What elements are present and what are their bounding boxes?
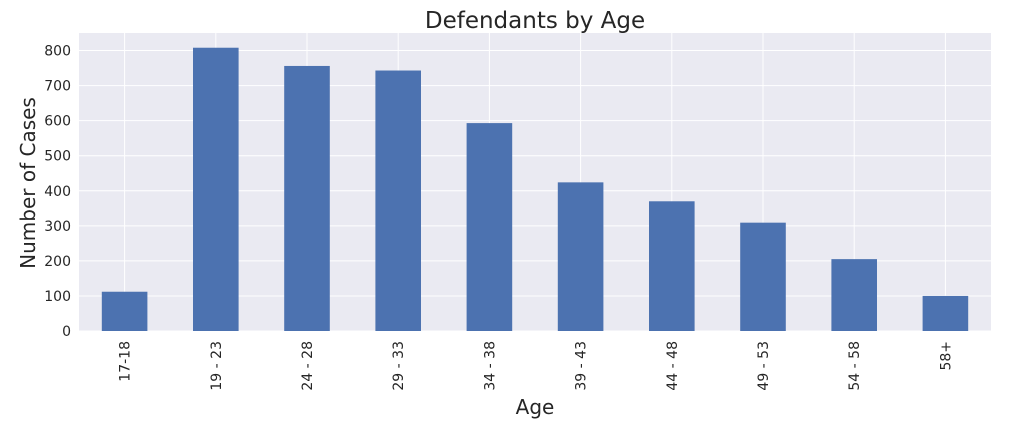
- y-tick-label: 400: [44, 184, 71, 200]
- y-tick-label: 800: [44, 44, 71, 60]
- y-axis-title: Number of Cases: [16, 97, 40, 269]
- bar: [466, 123, 513, 332]
- x-tick-label: 19 - 23: [209, 341, 225, 391]
- chart-title: Defendants by Age: [425, 8, 645, 34]
- y-tick-label: 300: [44, 219, 71, 235]
- bars: [101, 47, 969, 332]
- x-tick-label: 29 - 33: [391, 341, 407, 391]
- x-tick-label: 54 - 58: [847, 341, 863, 391]
- x-axis-ticks: 17-18 19 - 23 24 - 28 29 - 33 34 - 38 39 - 43…: [118, 341, 955, 391]
- x-tick-label: 44 - 48: [665, 341, 681, 391]
- bar: [284, 65, 330, 331]
- y-tick-label: 100: [44, 289, 71, 305]
- x-tick-label: 58+: [938, 341, 954, 371]
- x-tick-label: 17-18: [118, 341, 134, 382]
- x-axis-title: Age: [516, 395, 555, 419]
- x-tick-label: 49 - 53: [756, 341, 772, 391]
- bar: [649, 201, 695, 331]
- bar: [740, 222, 786, 331]
- y-tick-label: 200: [44, 254, 71, 270]
- bar: [193, 47, 239, 332]
- bar: [375, 70, 421, 331]
- x-tick-label: 24 - 28: [300, 341, 316, 391]
- bar: [831, 259, 877, 331]
- y-tick-label: 600: [44, 114, 71, 130]
- y-axis-ticks: 0 100 200 300 400 500 600 700 800: [44, 44, 71, 340]
- x-tick-label: 39 - 43: [574, 341, 590, 391]
- bar: [101, 291, 148, 331]
- y-tick-label: 700: [44, 79, 71, 95]
- bar: [557, 182, 604, 331]
- y-tick-label: 500: [44, 149, 71, 165]
- x-tick-label: 34 - 38: [482, 341, 498, 391]
- bar: [922, 295, 969, 331]
- y-tick-label: 0: [62, 324, 71, 340]
